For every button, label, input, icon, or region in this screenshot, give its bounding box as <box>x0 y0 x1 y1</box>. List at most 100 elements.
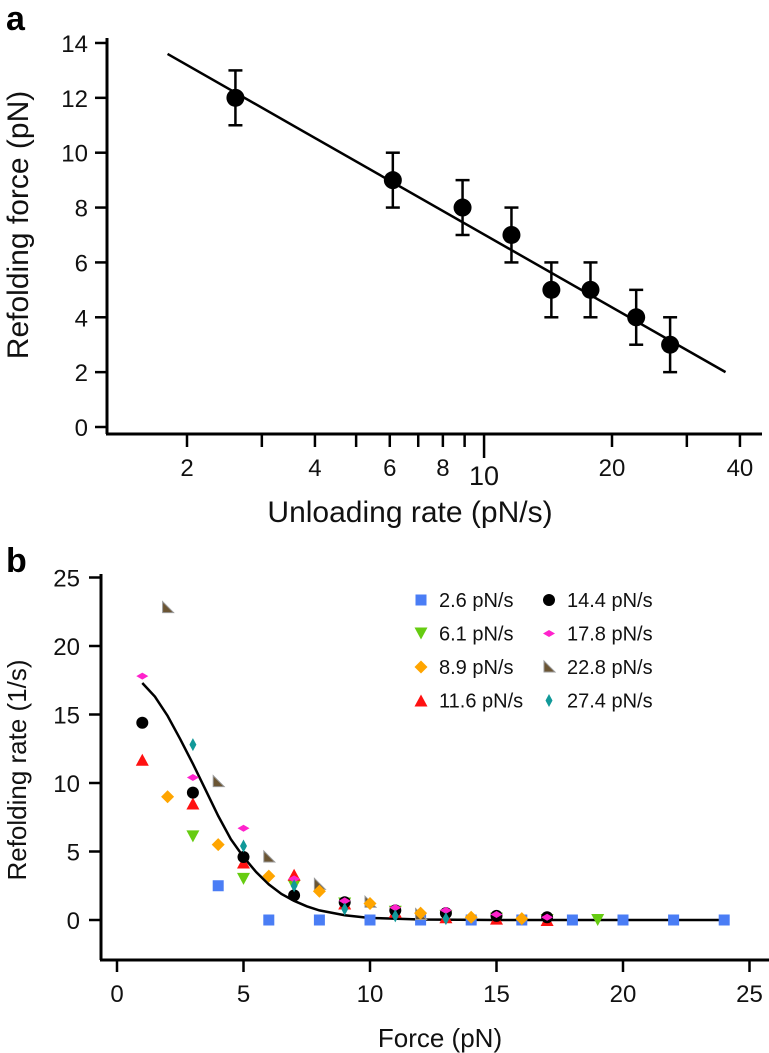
panel-a-fit-line <box>166 52 727 374</box>
panel-b-data-point <box>391 909 399 923</box>
panel-a-x-tick-label: 40 <box>727 455 754 482</box>
panel-a-y-tick-label: 12 <box>61 86 88 113</box>
panel-b-y-axis-title: Refolding rate (1/s) <box>2 659 32 880</box>
panel-a: a Unloading rate (pN/s) Refolding force … <box>2 0 762 529</box>
panel-a-x-tick-label: 10 <box>469 461 499 491</box>
panel-b-x-tick-label: 15 <box>483 981 510 1008</box>
panel-b-data-point <box>439 906 452 914</box>
panel-b-data-point <box>363 897 377 911</box>
panel-b-data-point <box>515 912 529 926</box>
panel-b-data-point <box>290 879 298 893</box>
panel-b-data-point <box>313 914 325 926</box>
panel-b-fit-curve <box>141 682 725 922</box>
panel-b-data-point <box>414 906 428 920</box>
panel-b-legend: 2.6 pN/s 6.1 pN/s 8.9 pN/s 11.6 pN/s 14.4 pN… <box>414 590 653 713</box>
panel-b-data-point <box>312 884 326 898</box>
panel-b-data-point <box>240 839 247 853</box>
panel-a-y-axis-title: Refolding force (pN) <box>2 91 35 359</box>
panel-b-data-point <box>136 672 149 680</box>
panel-a-label: a <box>6 0 26 38</box>
panel-a-y-tick-label: 2 <box>75 360 88 387</box>
panel-a-y-tick-label: 10 <box>61 141 88 168</box>
panel-b-data-point <box>364 914 376 926</box>
panel-b-data-point <box>718 914 730 926</box>
panel-b-data-point <box>617 914 629 926</box>
panel-b-data-point <box>237 850 250 863</box>
panel-b-x-axis-title: Force (pN) <box>378 1023 502 1053</box>
panel-b-data-point <box>541 913 554 921</box>
panel-b-data-point <box>263 849 277 863</box>
panel-a-y-tick-label: 14 <box>61 31 88 58</box>
panel-b-data-point <box>668 914 680 926</box>
legend-marker <box>414 694 428 707</box>
panel-a-x-tick-label: 6 <box>383 455 396 482</box>
panel-a-x-tick-label: 2 <box>180 455 193 482</box>
panel-b-data-point <box>263 914 275 926</box>
panel-b: b Force (pN) Refolding rate (1/s) 0 5 10 15… <box>2 542 769 1053</box>
panel-a-data-point <box>453 198 472 217</box>
legend-label: 14.4 pN/s <box>567 590 653 612</box>
panel-b-y-tick-label: 0 <box>67 908 80 935</box>
panel-b-data-point <box>162 600 175 614</box>
panel-b-data-point <box>464 910 478 924</box>
panel-b-data-point <box>389 904 402 912</box>
panel-b-data-point <box>212 880 224 892</box>
panel-b-x-tick-label: 25 <box>736 981 763 1008</box>
panel-b-data-point <box>212 774 226 788</box>
panel-b-y-tick-label: 15 <box>53 703 80 730</box>
panel-b-data-point <box>341 902 349 916</box>
legend-marker <box>543 630 555 637</box>
panel-a-x-axis-title: Unloading rate (pN/s) <box>267 496 552 529</box>
panel-a-x-tick-label: 4 <box>308 455 321 482</box>
legend-label: 27.4 pN/s <box>567 691 653 713</box>
legend-marker <box>414 660 428 674</box>
panel-b-y-tick-label: 25 <box>53 566 80 593</box>
panel-b-y-tick-label: 5 <box>67 840 80 867</box>
legend-label: 17.8 pN/s <box>567 624 653 646</box>
panel-b-data-point <box>288 889 301 902</box>
panel-a-data-point <box>502 225 521 244</box>
panel-b-data-point <box>237 824 250 832</box>
legend-marker <box>545 694 553 707</box>
panel-a-y-tick-label: 6 <box>75 250 88 277</box>
panel-b-data-point <box>591 914 605 926</box>
panel-b-data-point <box>288 875 301 883</box>
legend-label: 6.1 pN/s <box>439 624 513 646</box>
panel-b-data-point <box>186 830 200 843</box>
legend-marker <box>543 594 555 606</box>
panel-b-y-tick-label: 20 <box>53 634 80 661</box>
panel-a-data-point <box>627 308 646 327</box>
panel-a-y-tick-label: 8 <box>75 196 88 223</box>
panel-a-data-point <box>226 88 245 107</box>
panel-a-data-point <box>581 280 600 299</box>
legend-label: 22.8 pN/s <box>567 657 653 679</box>
panel-b-label: b <box>6 542 27 580</box>
panel-b-data-point <box>135 753 149 766</box>
panel-a-x-tick-label: 8 <box>436 455 449 482</box>
panel-b-data-point <box>186 797 200 810</box>
panel-a-data-point <box>383 171 402 190</box>
legend-marker <box>543 659 557 673</box>
panel-b-data-point <box>186 786 199 799</box>
panel-b-x-tick-label: 10 <box>357 981 384 1008</box>
legend-label: 11.6 pN/s <box>439 691 523 713</box>
panel-b-data-point <box>186 774 199 782</box>
panel-b-x-tick-label: 5 <box>237 981 250 1008</box>
panel-b-data-point <box>237 872 250 885</box>
panel-a-y-tick-label: 0 <box>75 415 88 442</box>
legend-marker <box>414 627 428 640</box>
legend-label: 2.6 pN/s <box>439 590 513 612</box>
panel-b-data-point <box>161 790 175 804</box>
panel-b-data-point <box>211 838 225 852</box>
panel-a-data-point <box>661 335 680 354</box>
panel-b-data-point <box>189 738 197 752</box>
panel-a-y-tick-label: 4 <box>75 305 88 332</box>
panel-b-x-tick-label: 20 <box>610 981 637 1008</box>
panel-b-data-point <box>338 897 351 905</box>
panel-b-data-point <box>262 869 276 883</box>
panel-b-data-point <box>566 914 578 926</box>
panel-b-y-tick-label: 10 <box>53 771 80 798</box>
legend-marker <box>415 594 427 606</box>
panel-b-data-point <box>490 911 503 919</box>
